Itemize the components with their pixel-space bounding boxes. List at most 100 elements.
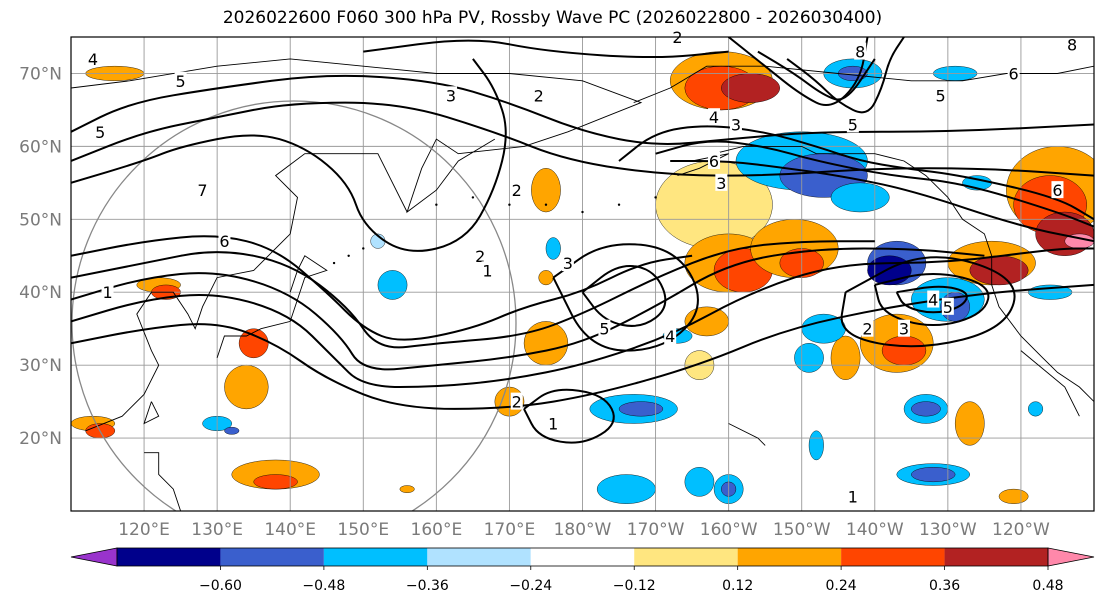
contour-label: 4 [709, 108, 719, 127]
anomaly-patch [224, 426, 240, 435]
contour-label-bg [474, 246, 487, 264]
contour-label: 7 [197, 181, 207, 200]
pv-contour-line [71, 283, 1094, 410]
anomaly-patch [954, 401, 985, 446]
longitude-tick-labels: 120°E 130°E 140°E 150°E 160°E 170°E 180°W 170°W… [118, 520, 1050, 540]
longitude-tick-label: 150°W [773, 520, 831, 540]
contour-label: 4 [928, 291, 938, 310]
coastline-segment [216, 255, 328, 359]
contour-label: 5 [943, 298, 953, 317]
latitude-tick-label: 60°N [19, 137, 62, 157]
latitude-tick-labels: 20°N 30°N 40°N 50°N 60°N 70°N [19, 64, 62, 449]
colorbar-tick-label: −0.60 [199, 578, 242, 594]
island-dot [362, 247, 365, 250]
latitude-tick-label: 70°N [19, 64, 62, 84]
island-dot [617, 203, 621, 206]
anomaly-patch [911, 401, 941, 417]
island-dot [332, 261, 336, 265]
contour-label-bg [174, 71, 187, 89]
island-dot [654, 196, 657, 199]
pv-contour-line [71, 247, 985, 371]
anomaly-patch [830, 335, 861, 380]
contour-label: 1 [482, 261, 492, 280]
pv-contour-line [786, 37, 905, 114]
anomaly-patch [881, 335, 927, 366]
contour-label: 2 [862, 320, 872, 339]
anomaly-patch [253, 474, 298, 490]
anomaly-patch [721, 73, 780, 103]
coastline-segment [143, 401, 160, 425]
pv-contour-line [895, 285, 968, 314]
contour-label-bg [561, 254, 574, 272]
pv-contour-line [581, 265, 667, 327]
colorbar-tick-label: 0.12 [722, 578, 753, 594]
coastline-segment [1020, 350, 1080, 417]
anomaly-patch [618, 401, 664, 417]
map-frame [70, 36, 1095, 512]
contour-label-bg [1066, 35, 1079, 53]
coastlines [71, 58, 1094, 511]
contour-label: 6 [709, 152, 719, 171]
contour-label-bg [934, 86, 947, 104]
contour-label: 2 [475, 247, 485, 266]
great-circle-ring [71, 100, 517, 511]
island-dot [508, 203, 511, 206]
contour-label-bg [532, 86, 545, 104]
longitude-tick-label: 180°W [554, 520, 612, 540]
longitude-tick-label: 140°W [846, 520, 904, 540]
contour-label-bg [861, 319, 874, 337]
pv-contour-line [523, 388, 615, 444]
contour-label: 6 [219, 232, 229, 251]
anomaly-patch [399, 485, 415, 493]
contour-label: 5 [599, 320, 609, 339]
pv-contour-line [670, 160, 1094, 243]
longitude-tick-label: 120°W [992, 520, 1050, 540]
contour-label-bg [86, 49, 99, 67]
longitude-tick-label: 160°E [411, 520, 463, 540]
colorbar-tick-label: 0.36 [929, 578, 960, 594]
anomaly-patch [377, 270, 408, 300]
colorbar-segment [117, 548, 221, 566]
contour-label-bg [547, 414, 560, 432]
contour-label-bg [846, 487, 859, 505]
island-dot [471, 196, 475, 199]
contour-label-bg [927, 290, 940, 308]
contour-label: 1 [848, 487, 858, 506]
pv-contour-line [727, 37, 869, 106]
contour-label: 5 [176, 72, 186, 91]
colorbar-segment [737, 548, 842, 566]
contour-label: 8 [1067, 35, 1077, 54]
longitude-tick-label: 130°E [191, 520, 243, 540]
colorbar-segment [841, 548, 945, 566]
contour-label: 2 [512, 181, 522, 200]
colorbar-tick-label: 0.48 [1032, 578, 1063, 594]
colorbar-tick-label: −0.24 [509, 578, 552, 594]
contour-label-bg [715, 173, 728, 191]
colorbar-tick-label: −0.12 [613, 578, 656, 594]
contour-label-bg [846, 115, 859, 133]
longitude-tick-label: 170°W [627, 520, 685, 540]
contour-label-bg [1007, 64, 1020, 82]
contour-label-bg [941, 297, 954, 315]
colorbar-segment [427, 548, 531, 566]
colorbar-segment [944, 548, 1048, 566]
colorbar-extend-low [70, 547, 118, 567]
anomaly-patch [998, 488, 1029, 504]
island-dot [435, 203, 438, 206]
latitude-tick-label: 50°N [19, 210, 62, 230]
contour-label-bg [510, 181, 523, 199]
longitude-tick-label: 140°E [264, 520, 316, 540]
contour-label: 2 [534, 86, 544, 105]
anomaly-patch [238, 328, 269, 359]
contour-label-bg [101, 283, 114, 301]
anomaly-patch [684, 467, 715, 497]
contour-label: 5 [95, 123, 105, 142]
contour-label-bg [481, 261, 494, 279]
pv-contour-line [71, 240, 875, 349]
contour-label-bg [898, 319, 911, 337]
anomaly-patch [969, 255, 1029, 286]
contour-label: 3 [716, 174, 726, 193]
contour-label: 1 [102, 283, 112, 302]
contour-label-bg [510, 392, 523, 410]
colorbar-segment [530, 548, 635, 566]
